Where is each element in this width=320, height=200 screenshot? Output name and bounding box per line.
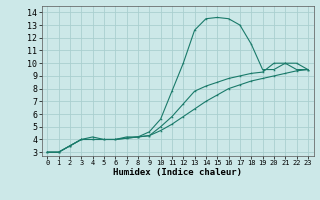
X-axis label: Humidex (Indice chaleur): Humidex (Indice chaleur) — [113, 168, 242, 177]
